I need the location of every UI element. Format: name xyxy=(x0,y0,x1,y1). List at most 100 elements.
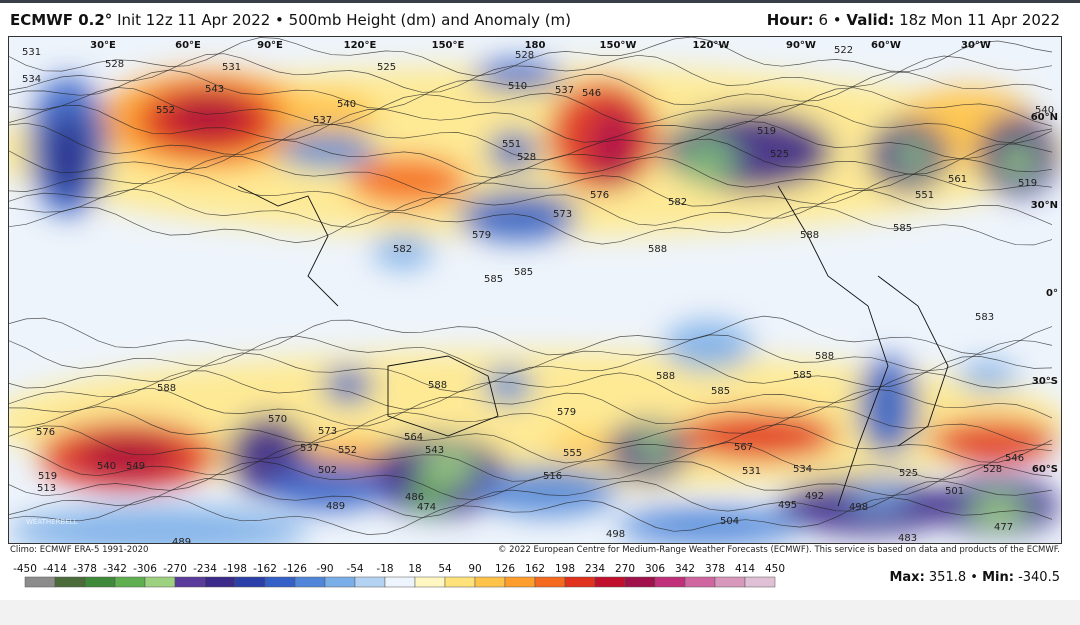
contour-label: 576 xyxy=(36,427,55,438)
contour-label: 570 xyxy=(268,414,287,425)
contour-lines xyxy=(8,36,1053,535)
contour-label: 585 xyxy=(893,223,912,234)
colorbar-tick-label: -162 xyxy=(253,563,277,575)
contour-line xyxy=(8,171,1053,212)
contour-label: 519 xyxy=(757,126,776,137)
colorbar-tick-label: -342 xyxy=(103,563,127,575)
longitude-label: 150°E xyxy=(432,40,465,51)
anomaly-blob xyxy=(373,233,433,269)
contour-label: 531 xyxy=(222,62,241,73)
colorbar-tick-label: 306 xyxy=(645,563,665,575)
contour-label: 588 xyxy=(157,383,176,394)
contour-line xyxy=(8,188,1053,228)
contour-label: 540 xyxy=(337,99,356,110)
colorbar-tick-label: 342 xyxy=(675,563,695,575)
contour-label: 549 xyxy=(126,461,145,472)
valid-label: Valid: xyxy=(846,11,895,29)
contour-label: 525 xyxy=(899,468,918,479)
min: -340.5 xyxy=(1018,570,1060,585)
contour-label: 543 xyxy=(425,445,444,456)
longitude-label: 30°E xyxy=(90,40,116,51)
top-bar xyxy=(0,0,1080,3)
anomaly-blob xyxy=(958,361,1018,391)
header-right: Hour: 6 • Valid: 18z Mon 11 Apr 2022 xyxy=(767,11,1060,29)
contour-label: 567 xyxy=(734,442,753,453)
max-label: Max: xyxy=(889,570,925,585)
colorbar-tick-label: 378 xyxy=(705,563,725,575)
contour-label: 528 xyxy=(515,50,534,61)
description: Init 12z 11 Apr 2022 • 500mb Height (dm)… xyxy=(117,11,572,29)
anomaly-blob xyxy=(348,156,468,206)
colorbar-segment xyxy=(474,576,506,588)
contour-line xyxy=(8,352,1053,393)
contour-label: 543 xyxy=(205,84,224,95)
contour-label: 564 xyxy=(404,432,423,443)
contour-label: 510 xyxy=(508,81,527,92)
min-label: Min: xyxy=(982,570,1014,585)
latitude-label: 30°N xyxy=(1031,200,1058,211)
contour-label: 531 xyxy=(22,47,41,58)
contour-label: 495 xyxy=(778,500,797,511)
colorbar-segment xyxy=(324,576,356,588)
colorbar-tick-label: 18 xyxy=(408,563,421,575)
anomaly-blob xyxy=(458,191,578,241)
colorbar-segment xyxy=(84,576,116,588)
contour-label: 492 xyxy=(805,491,824,502)
contour-line xyxy=(8,387,1053,427)
colorbar-tick-label: -18 xyxy=(376,563,393,575)
contour-label: 585 xyxy=(793,370,812,381)
map-frame xyxy=(8,36,1062,544)
contour-line xyxy=(8,460,1053,501)
contour-line xyxy=(8,496,1053,535)
anomaly-blob xyxy=(168,96,248,136)
contour-label: 513 xyxy=(37,483,56,494)
copyright: © 2022 European Centre for Medium-Range … xyxy=(497,545,1060,555)
header-left: ECMWF 0.2° Init 12z 11 Apr 2022 • 500mb … xyxy=(10,11,571,29)
contour-line xyxy=(8,138,1053,179)
contour-label: 516 xyxy=(543,471,562,482)
anomaly-blob xyxy=(548,434,628,458)
contour-label: 519 xyxy=(38,471,57,482)
anomaly-blob xyxy=(8,506,308,544)
contour-line xyxy=(8,478,1053,519)
contour-label: 585 xyxy=(514,267,533,278)
contour-label: 528 xyxy=(105,59,124,70)
contour-label: 579 xyxy=(557,407,576,418)
stats: Max: 351.8 • Min: -340.5 xyxy=(889,570,1060,585)
contour-line xyxy=(8,205,1053,246)
colorbar-tick-label: 414 xyxy=(735,563,755,575)
colorbar-segment xyxy=(744,576,776,588)
contour-label: 528 xyxy=(983,464,1002,475)
contour-label: 489 xyxy=(326,501,345,512)
contour-line xyxy=(8,442,1053,482)
colorbar-segment xyxy=(54,576,86,588)
longitude-label: 90°E xyxy=(257,40,283,51)
separator: • xyxy=(970,570,978,585)
contour-label: 561 xyxy=(948,174,967,185)
colorbar-tick-label: -234 xyxy=(193,563,217,575)
colorbar-tick-label: 90 xyxy=(468,563,481,575)
map: 30°E 60°E 90°E 120°E 150°E 180 150°W 120°W 90°W 6… xyxy=(8,36,1062,544)
colorbar-tick-label: -306 xyxy=(133,563,157,575)
longitude-label: 120°W xyxy=(693,40,730,51)
longitude-label: 60°W xyxy=(871,40,901,51)
model: ECMWF 0.2° xyxy=(10,11,113,29)
logo: WEATHERBELL xyxy=(26,518,78,526)
valid: 18z Mon 11 Apr 2022 xyxy=(899,11,1060,29)
contour-line xyxy=(8,406,1053,446)
latitude-label: 60°N xyxy=(1031,112,1058,123)
latitude-label: 60°S xyxy=(1032,464,1058,475)
colorbar-segment xyxy=(504,576,536,588)
contour-label: 489 xyxy=(172,537,191,544)
colorbar-segment xyxy=(114,576,146,588)
coastline xyxy=(237,185,339,307)
hour: 6 xyxy=(818,11,828,29)
latitude-label: 30°S xyxy=(1032,376,1058,387)
longitude-label: 150°W xyxy=(600,40,637,51)
colorbar-tick-label: -198 xyxy=(223,563,247,575)
contour-label: 528 xyxy=(517,152,536,163)
contour-label: 576 xyxy=(590,190,609,201)
contour-label: 555 xyxy=(563,448,582,459)
contour-label: 498 xyxy=(849,502,868,513)
colorbar-segment xyxy=(624,576,656,588)
